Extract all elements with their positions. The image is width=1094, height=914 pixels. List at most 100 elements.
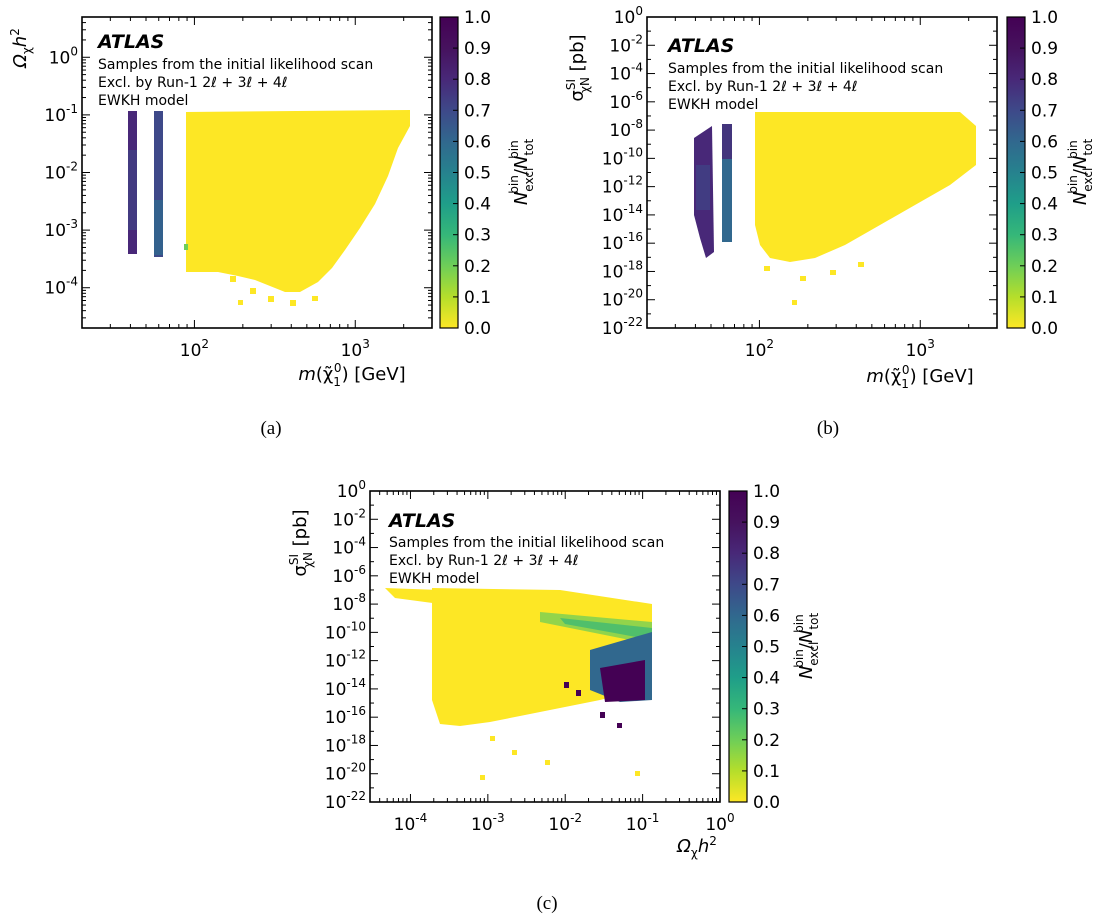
- panel-a-main-region: [186, 110, 410, 292]
- y-tick-label: 10-10: [325, 619, 366, 643]
- colorbar-tick-label: 0.2: [1031, 257, 1058, 277]
- x-tick-label: 10-4: [394, 811, 428, 835]
- panel-b-atlas-label: ATLAS: [666, 35, 734, 57]
- panel-a-y-axis-label: Ωχh2: [8, 28, 34, 69]
- colorbar-tick-label: 0.3: [464, 226, 491, 246]
- x-tick-label: 100: [705, 811, 734, 835]
- y-tick-label: 10-20: [325, 761, 366, 785]
- panel-c-excluded-core: [600, 660, 645, 702]
- colorbar-tick-label: 0.6: [464, 132, 491, 152]
- y-tick-label: 10-2: [332, 506, 366, 530]
- colorbar-tick-label: 0.4: [1031, 195, 1058, 215]
- colorbar-tick-label: 0.7: [464, 101, 491, 121]
- x-tick-label: 10-1: [626, 811, 660, 835]
- panel-c-annotation-3: EWKH model: [389, 571, 479, 587]
- y-tick-label: 10-4: [44, 275, 78, 299]
- colorbar-tick-label: 0.5: [464, 164, 491, 184]
- panel-a-colorbar-ticks: 0.0 0.1 0.2 0.3 0.4 0.5 0.6 0.7 0.8 0.9 1.0: [453, 8, 491, 339]
- colorbar-tick-label: 0.0: [464, 319, 491, 339]
- panel-c-annotation-2: Excl. by Run-1 2ℓ + 3ℓ + 4ℓ: [389, 553, 579, 569]
- colorbar-tick-label: 0.1: [464, 288, 491, 308]
- y-tick-label: 100: [337, 478, 366, 502]
- panel-a-strip-1-detail: [128, 150, 137, 230]
- y-tick-label: 10-20: [602, 287, 643, 311]
- panel-a-ticks: 102 103 10-4 10-3 10-2 10-1 100: [44, 16, 433, 361]
- x-tick-label: 103: [341, 337, 370, 361]
- panel-b-colorbar-ticks: 0.0 0.1 0.2 0.3 0.4 0.5 0.6 0.7 0.8 0.9 1.0: [1020, 8, 1058, 339]
- panel-c-y-axis-label: σSIχN [pb]: [287, 509, 315, 576]
- panel-a-strip-2: [154, 111, 163, 257]
- y-tick-label: 10-8: [609, 117, 643, 141]
- colorbar-tick-label: 0.0: [1031, 319, 1058, 339]
- panel-b-x-axis-label: m(χ̃10) [GeV]: [866, 363, 973, 391]
- caption-a: (a): [260, 418, 281, 439]
- y-tick-label: 10-6: [609, 89, 643, 113]
- y-tick-label: 10-22: [325, 789, 366, 813]
- colorbar-tick-label: 1.0: [464, 8, 491, 28]
- y-tick-label: 10-12: [325, 648, 366, 672]
- panel-c-annotation-1: Samples from the initial likelihood scan: [389, 535, 664, 551]
- panel-a-atlas-label: ATLAS: [96, 31, 164, 53]
- colorbar-tick-label: 0.7: [1031, 101, 1058, 121]
- colorbar-tick-label: 0.2: [464, 257, 491, 277]
- panel-b-y-axis-label: σSIχN [pb]: [564, 34, 592, 101]
- colorbar-tick-label: 0.4: [753, 669, 780, 689]
- panel-c-colorbar-label: Nexclbin/Ntotbin: [792, 613, 821, 680]
- colorbar-tick-label: 1.0: [753, 482, 780, 502]
- panel-a-heatmap: [128, 110, 410, 306]
- colorbar-tick-label: 0.8: [1031, 70, 1058, 90]
- colorbar-tick-label: 1.0: [1031, 8, 1058, 28]
- panel-a-annotation-3: EWKH model: [98, 93, 188, 109]
- colorbar-tick-label: 0.8: [753, 544, 780, 564]
- panel-c-x-axis-label: Ωχh2: [676, 834, 717, 860]
- y-tick-label: 10-8: [332, 591, 366, 615]
- panel-b-speckle: [764, 262, 864, 305]
- caption-c: (c): [536, 893, 557, 914]
- colorbar-tick-label: 0.5: [753, 638, 780, 658]
- colorbar-tick-label: 0.4: [464, 195, 491, 215]
- colorbar-tick-label: 0.1: [753, 762, 780, 782]
- y-tick-label: 10-18: [325, 732, 366, 756]
- panel-a: 102 103 10-4 10-3 10-2 10-1 100 ATLAS Samples …: [8, 8, 536, 389]
- y-tick-label: 10-12: [602, 174, 643, 198]
- colorbar-tick-label: 0.0: [753, 793, 780, 813]
- panel-b: 102 103 10-22 10-20 10-18 10-16 10-14 10-12 10-1…: [564, 4, 1094, 391]
- colorbar-tick-label: 0.1: [1031, 288, 1058, 308]
- panel-c-speckle: [480, 736, 640, 780]
- colorbar-tick-label: 0.9: [1031, 39, 1058, 59]
- panel-b-main-region: [755, 112, 976, 262]
- y-tick-label: 10-6: [332, 563, 366, 587]
- colorbar-tick-label: 0.6: [753, 606, 780, 626]
- panel-c-colorbar-ticks: 0.0 0.1 0.2 0.3 0.4 0.5 0.6 0.7 0.8 0.9 1.0: [742, 482, 780, 813]
- colorbar-tick-label: 0.2: [753, 731, 780, 751]
- colorbar-tick-label: 0.3: [1031, 226, 1058, 246]
- panel-b-strip-2-detail: [722, 124, 732, 159]
- panel-c-heatmap: [385, 588, 652, 780]
- panel-b-heatmap: [694, 112, 976, 305]
- y-tick-label: 10-4: [609, 61, 643, 85]
- y-tick-label: 10-2: [609, 32, 643, 56]
- panel-c-band-2: [560, 618, 652, 640]
- y-tick-label: 10-16: [602, 230, 643, 254]
- panel-a-colorbar-label: Nexclbin/Ntotbin: [507, 139, 536, 206]
- colorbar-tick-label: 0.9: [464, 39, 491, 59]
- panel-a-annotation-2: Excl. by Run-1 2ℓ + 3ℓ + 4ℓ: [98, 75, 288, 91]
- y-tick-label: 10-10: [602, 145, 643, 169]
- colorbar-tick-label: 0.3: [753, 700, 780, 720]
- y-tick-label: 10-2: [44, 160, 78, 184]
- y-tick-label: 10-16: [325, 704, 366, 728]
- panel-a-x-axis-label: m(χ̃10) [GeV]: [298, 361, 405, 389]
- panel-b-strip-1-detail: [696, 165, 710, 210]
- colorbar-tick-label: 0.8: [464, 70, 491, 90]
- panel-a-strip-2-detail: [154, 200, 163, 255]
- panel-c-purple-speckle: [564, 682, 622, 728]
- panel-c: 10-4 10-3 10-2 10-1 100 10-22 10-20 10-18 10-16 1…: [287, 478, 821, 860]
- panel-b-strip-2: [722, 124, 732, 242]
- panel-c-tail: [385, 588, 440, 604]
- caption-b: (b): [817, 418, 839, 439]
- y-tick-label: 10-4: [332, 535, 366, 559]
- colorbar-tick-label: 0.9: [753, 513, 780, 533]
- x-tick-label: 103: [906, 337, 935, 361]
- y-tick-label: 100: [49, 44, 78, 68]
